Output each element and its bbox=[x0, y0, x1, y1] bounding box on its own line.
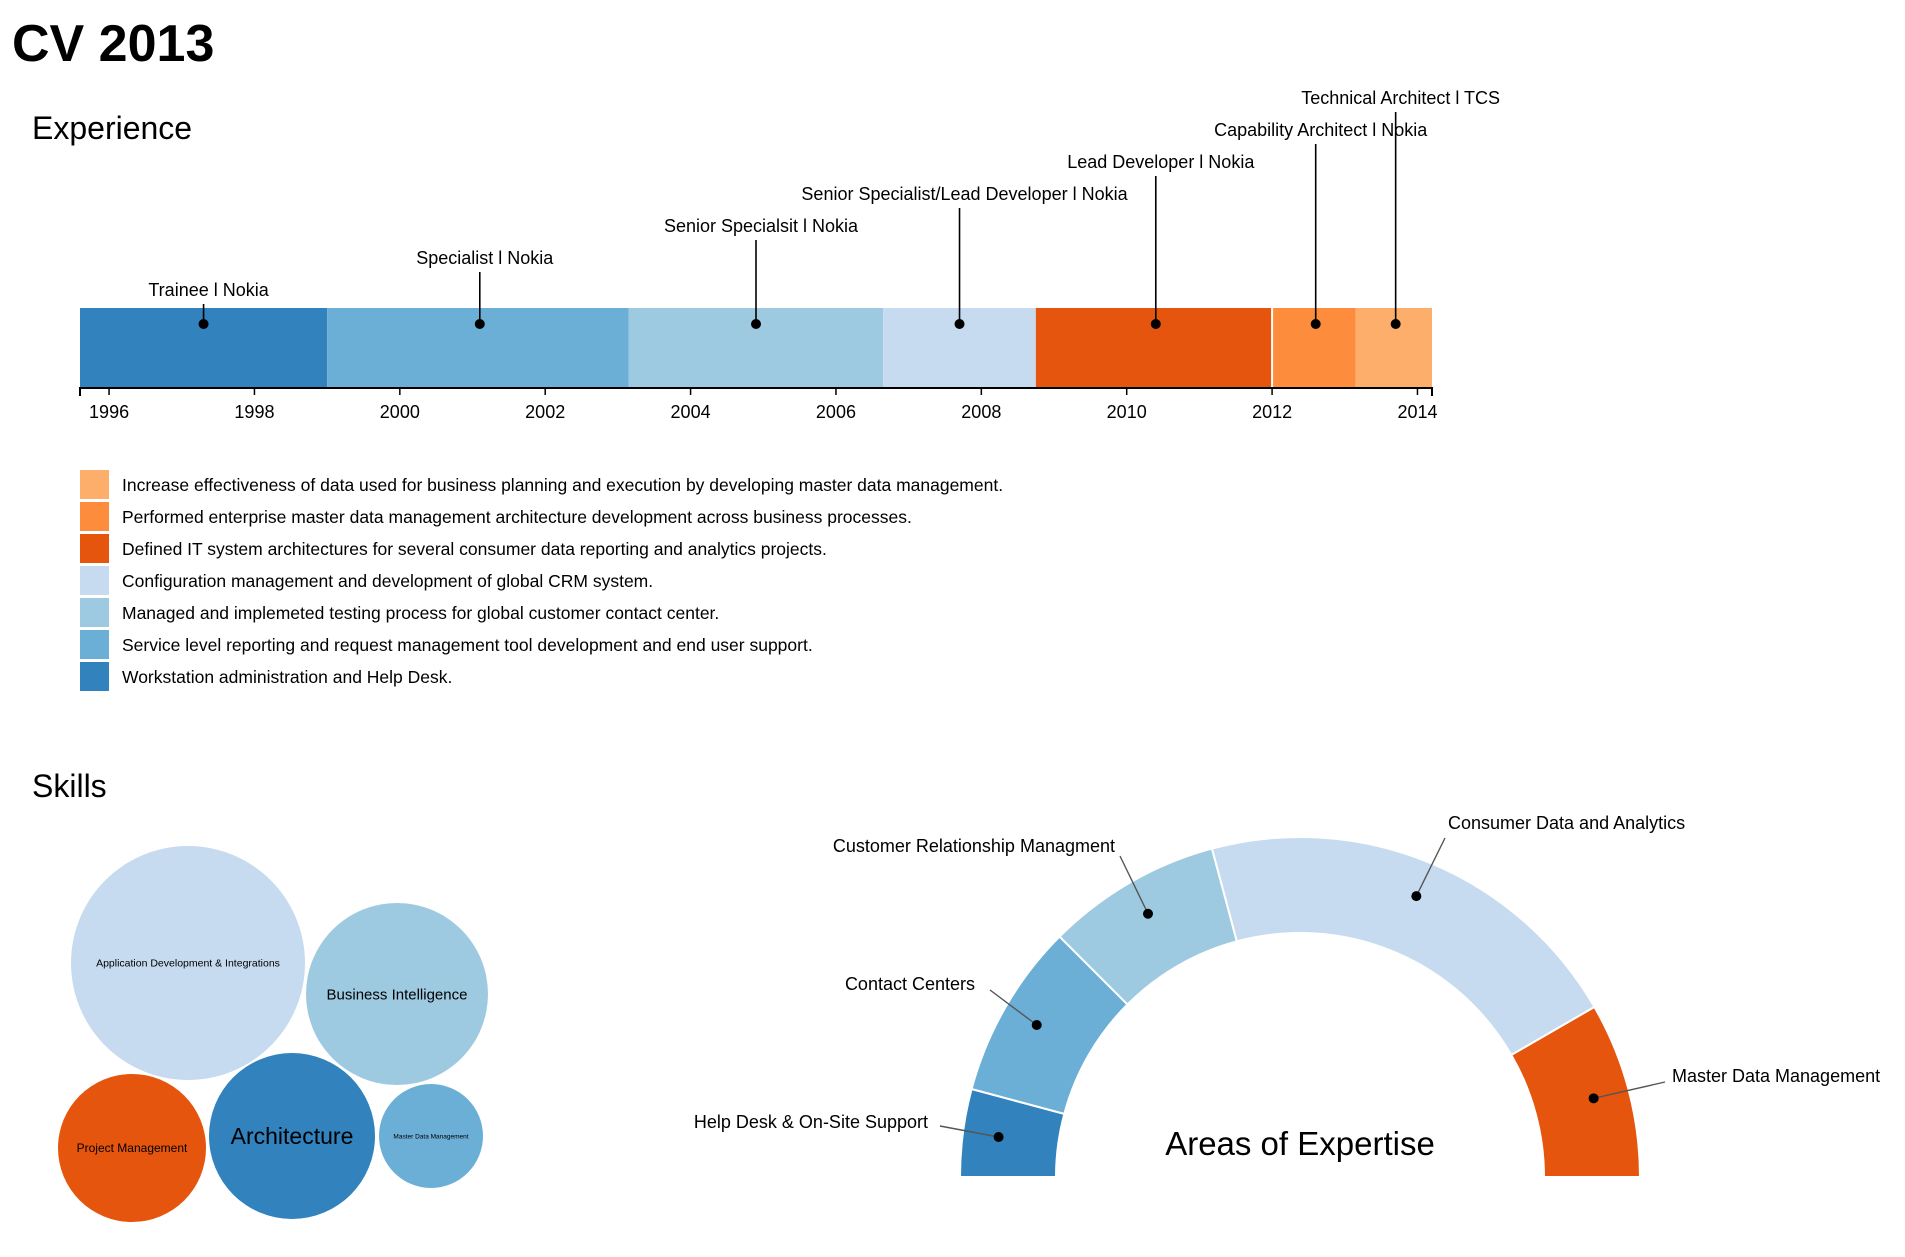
timeline-marker bbox=[1150, 319, 1161, 329]
timeline-role-label: Technical Architect l TCS bbox=[1301, 88, 1500, 108]
skill-bubble bbox=[379, 1084, 483, 1188]
legend-item-label: Managed and implemeted testing process f… bbox=[122, 603, 719, 623]
expertise-leader-line bbox=[989, 989, 1038, 1026]
timeline-marker bbox=[1310, 319, 1321, 329]
timeline-axis-line bbox=[79, 387, 1433, 396]
expertise-arc-chart: Help Desk & On-Site Support Contact Cente… bbox=[694, 813, 1880, 1177]
experience-timeline: Trainee l Nokia Specialist l Nokia Senior … bbox=[79, 88, 1500, 422]
timeline-marker bbox=[954, 319, 965, 329]
skill-bubble bbox=[209, 1053, 375, 1219]
legend-item-label: Increase effectiveness of data used for … bbox=[122, 475, 1003, 495]
legend-swatch bbox=[80, 566, 109, 595]
expertise-slice bbox=[1509, 1005, 1642, 1177]
timeline-role-label: Specialist l Nokia bbox=[416, 248, 554, 268]
timeline-tick-label: 2004 bbox=[671, 402, 711, 422]
expertise-slice-label: Master Data Management bbox=[1672, 1066, 1880, 1086]
timeline-role-label: Lead Developer l Nokia bbox=[1067, 152, 1255, 172]
skills-heading: Skills bbox=[32, 768, 107, 804]
legend-item-label: Performed enterprise master data managem… bbox=[122, 507, 912, 527]
legend-item-label: Defined IT system architectures for seve… bbox=[122, 539, 827, 559]
timeline-role-label: Senior Specialsit l Nokia bbox=[664, 216, 859, 236]
timeline-tick-label: 2010 bbox=[1107, 402, 1147, 422]
expertise-marker bbox=[993, 1132, 1004, 1142]
arc-slices bbox=[958, 836, 1642, 1177]
expertise-slice-label: Help Desk & On-Site Support bbox=[694, 1112, 928, 1132]
expertise-leader-line bbox=[1415, 837, 1446, 897]
timeline-marker bbox=[751, 319, 761, 329]
experience-heading: Experience bbox=[32, 110, 193, 146]
skills-bubble-chart: Application Development & Integrations Bu… bbox=[58, 846, 488, 1222]
timeline-tick-label: 2012 bbox=[1252, 402, 1292, 422]
legend-swatch bbox=[80, 470, 109, 499]
legend-swatch bbox=[80, 598, 109, 627]
timeline-marker bbox=[474, 319, 485, 329]
legend-swatch bbox=[80, 630, 109, 659]
legend-item-label: Service level reporting and request mana… bbox=[122, 635, 813, 655]
expertise-chart-title: Areas of Expertise bbox=[1165, 1125, 1435, 1162]
timeline-role-label: Trainee l Nokia bbox=[148, 280, 269, 300]
expertise-marker bbox=[1143, 908, 1153, 919]
skill-bubble-label: Application Development & Integrations bbox=[96, 958, 280, 970]
expertise-marker bbox=[1588, 1093, 1599, 1104]
expertise-slice bbox=[1210, 836, 1596, 1057]
expertise-marker bbox=[1031, 1020, 1042, 1030]
timeline-tick-label: 2006 bbox=[816, 402, 856, 422]
expertise-leader-line bbox=[1119, 855, 1149, 915]
timeline-tick-label: 2000 bbox=[380, 402, 420, 422]
legend-item-label: Configuration management and development… bbox=[122, 571, 653, 591]
timeline-marker bbox=[1390, 319, 1401, 329]
legend-swatch bbox=[80, 662, 109, 691]
legend-swatch bbox=[80, 502, 109, 531]
expertise-leader-line bbox=[939, 1125, 999, 1138]
timeline-tick-label: 2002 bbox=[525, 402, 565, 422]
skill-bubble-label: Master Data Management bbox=[393, 1133, 468, 1140]
legend-item-label: Workstation administration and Help Desk… bbox=[122, 667, 452, 687]
timeline-role-label: Capability Architect l Nokia bbox=[1214, 120, 1428, 140]
timeline-role-label: Senior Specialist/Lead Developer l Nokia bbox=[801, 184, 1128, 204]
skill-bubble bbox=[306, 903, 488, 1085]
page-title: CV 2013 bbox=[12, 15, 215, 73]
expertise-leader-line bbox=[1593, 1081, 1666, 1100]
expertise-slice-label: Contact Centers bbox=[845, 974, 975, 994]
skill-bubble-label: Architecture bbox=[231, 1123, 354, 1149]
skill-bubble bbox=[71, 846, 305, 1080]
timeline-tick-label: 2014 bbox=[1397, 402, 1437, 422]
experience-legend: Increase effectiveness of data used for … bbox=[80, 470, 1003, 691]
timeline-marker bbox=[198, 319, 209, 329]
skill-bubble-label: Project Management bbox=[77, 1141, 188, 1155]
expertise-slice-label: Consumer Data and Analytics bbox=[1448, 813, 1685, 833]
timeline-tick-label: 2008 bbox=[961, 402, 1001, 422]
skill-bubble bbox=[58, 1074, 206, 1222]
timeline-tick-label: 1996 bbox=[89, 402, 129, 422]
legend-swatch bbox=[80, 534, 109, 563]
expertise-marker bbox=[1411, 891, 1422, 902]
expertise-slice-label: Customer Relationship Managment bbox=[833, 836, 1115, 856]
timeline-tick-label: 1998 bbox=[234, 402, 274, 422]
skill-bubble-label: Business Intelligence bbox=[327, 986, 468, 1003]
